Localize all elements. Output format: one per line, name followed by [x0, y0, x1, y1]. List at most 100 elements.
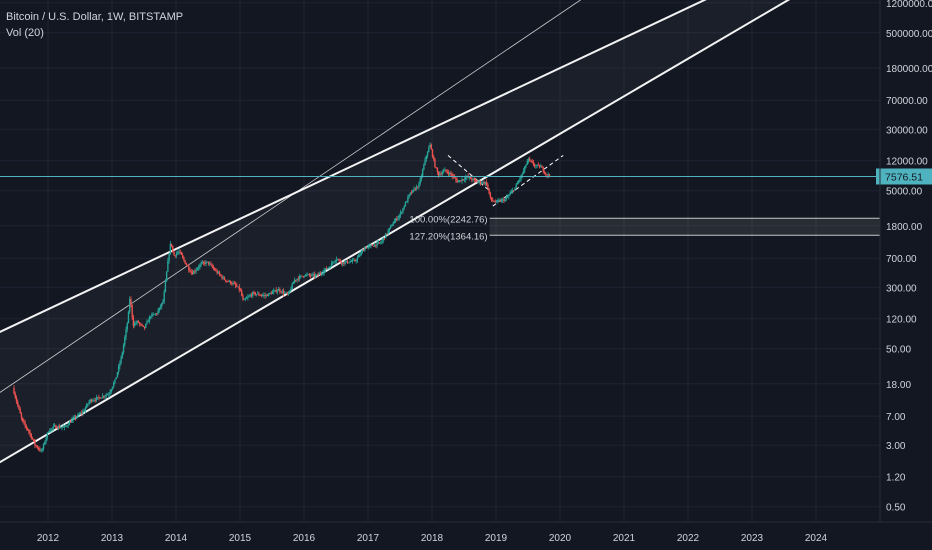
candle-body [378, 242, 381, 244]
candle-body [332, 262, 334, 264]
symbol-title[interactable]: Bitcoin / U.S. Dollar, 1W, BITSTAMP [6, 11, 184, 23]
candle-body [162, 301, 164, 304]
candle-body [33, 439, 35, 441]
candle-body [308, 274, 311, 276]
candle-body [104, 395, 106, 397]
candle-body [321, 273, 323, 275]
candle-body [19, 408, 21, 414]
time-tick-label: 2012 [37, 533, 60, 544]
candle-body [483, 181, 485, 184]
candle-body [341, 262, 344, 264]
price-tick-label: 120.00 [886, 315, 917, 326]
candle-body [13, 387, 15, 394]
time-tick-label: 2018 [421, 533, 444, 544]
candle-body [414, 188, 416, 190]
candle-body [345, 261, 348, 262]
candle-body [116, 372, 119, 378]
candle-body [387, 230, 389, 234]
candle-body [61, 427, 63, 429]
candle-body [536, 164, 538, 166]
candle-body [542, 167, 544, 172]
candle-body [349, 261, 351, 263]
candle-body [191, 272, 194, 275]
candle-body [327, 267, 329, 269]
candle-body [222, 277, 224, 279]
candle-body [344, 261, 346, 264]
candle-body [373, 244, 376, 247]
candle-body [268, 293, 270, 296]
price-tick-label: 700.00 [886, 254, 917, 265]
candle-body [337, 259, 339, 261]
candle-body [87, 403, 89, 405]
candle-body [392, 223, 394, 226]
candle-body [270, 293, 272, 294]
volume-indicator-label[interactable]: Vol (20) [6, 27, 44, 39]
candle-body [24, 422, 26, 426]
candle-body [259, 295, 261, 296]
candle-body [50, 428, 52, 432]
candle-body [333, 261, 335, 263]
candle-body [167, 260, 169, 272]
price-tick-label: 1800.00 [886, 222, 923, 233]
candle-body [410, 192, 413, 194]
candle-body [20, 413, 23, 418]
candle-body [99, 397, 101, 399]
candle-body [485, 182, 488, 185]
candle-body [60, 427, 62, 429]
candle-body [529, 158, 531, 161]
time-axis[interactable]: 2012 2013 2014 2015 2016 2017 2018 2019 2020 2021… [0, 521, 932, 544]
candle-body [444, 169, 446, 171]
candle-body [245, 297, 248, 299]
candle-body [524, 166, 526, 171]
candle-body [289, 290, 291, 293]
candle-body [351, 260, 354, 262]
candle-body [372, 245, 375, 247]
candle-body [350, 261, 352, 263]
candle-body [135, 323, 137, 324]
candle-body [49, 431, 51, 433]
channel-line-thick [0, 0, 707, 334]
candle-body [248, 295, 250, 297]
candle-body [114, 379, 116, 383]
candle-body [540, 166, 542, 168]
candle-body [360, 252, 362, 255]
candle-body [247, 296, 249, 298]
candle-body [140, 323, 142, 325]
candle-body [122, 344, 125, 353]
candle-body [413, 188, 415, 190]
candle-body [340, 261, 343, 264]
candle-body [151, 314, 153, 317]
candle-body [276, 290, 279, 292]
candle-body [361, 250, 364, 253]
candle-body [381, 240, 383, 243]
candle-body [362, 250, 365, 252]
candle-body [314, 275, 317, 277]
candle-body [402, 208, 404, 213]
candle-body [424, 159, 426, 165]
candle-body [338, 259, 340, 261]
candle-body [533, 164, 536, 166]
time-tick-label: 2021 [613, 533, 636, 544]
candle-body [398, 215, 400, 218]
candle-body [223, 277, 226, 280]
candle-body [231, 283, 233, 285]
current-price-label: 7576.51 [885, 171, 923, 183]
price-tick-label: 5000.00 [886, 187, 923, 198]
candle-body [428, 147, 430, 153]
candle-body [366, 246, 368, 249]
price-axis[interactable]: 1200000.00 500000.00 180000.00 70000.00 3000… [879, 0, 932, 522]
candle-body [189, 269, 191, 272]
candle-body [204, 262, 206, 264]
candle-body [323, 270, 325, 273]
candle-body [445, 169, 447, 172]
candle-body [489, 193, 492, 197]
price-series [13, 142, 551, 453]
candle-body [205, 261, 207, 264]
candle-body [97, 396, 99, 398]
candle-body [165, 271, 168, 282]
candle-body [477, 181, 479, 183]
candle-body [492, 200, 494, 202]
candle-body [513, 190, 515, 192]
candle-body [357, 255, 360, 258]
